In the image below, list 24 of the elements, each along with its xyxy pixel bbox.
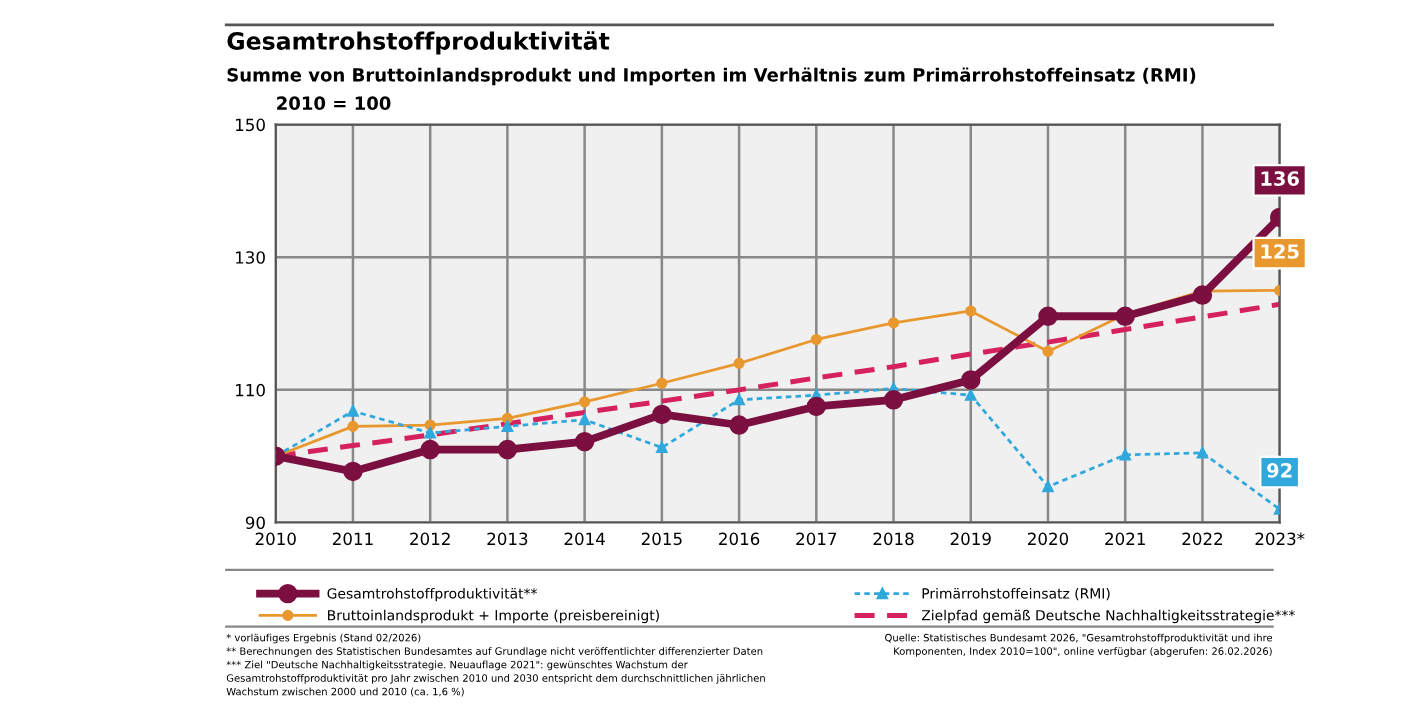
- x-tick-label: 2013: [487, 532, 528, 546]
- x-tick-label: 2012: [410, 532, 450, 546]
- x-tick-label: 2019: [950, 532, 991, 546]
- x-tick-label: 2010: [255, 532, 296, 546]
- y-tick-label: 130: [236, 251, 265, 264]
- x-tick-label: 2014: [564, 532, 605, 546]
- data-label: 125: [1261, 244, 1299, 259]
- x-tick-label: 2017: [796, 532, 837, 546]
- data-label: 136: [1261, 171, 1299, 186]
- x-tick-label: 2022: [1182, 532, 1222, 546]
- y-tick-label: 150: [236, 118, 265, 132]
- y-tick-label: 110: [236, 383, 265, 397]
- x-tick-label: 2015: [641, 532, 682, 546]
- chart-subtitle: Summe von Bruttoinlandsprodukt und Importen im Verhältnis zum Primärrohstoffeinsatz (RMI): [227, 67, 1196, 86]
- x-tick-label: 2016: [719, 532, 760, 546]
- x-tick-label: 2018: [873, 532, 914, 546]
- x-tick-label: 2021: [1105, 532, 1145, 546]
- x-tick-label: 2023*: [1255, 532, 1305, 546]
- chart-title: Gesamtrohstoffproduktivität: [227, 31, 610, 55]
- y-tick-label: 90: [245, 516, 265, 530]
- x-tick-label: 2011: [332, 532, 373, 546]
- data-label: 92: [1267, 462, 1292, 478]
- x-tick-label: 2020: [1028, 532, 1069, 546]
- y-axis-title: 2010 = 100: [277, 96, 391, 110]
